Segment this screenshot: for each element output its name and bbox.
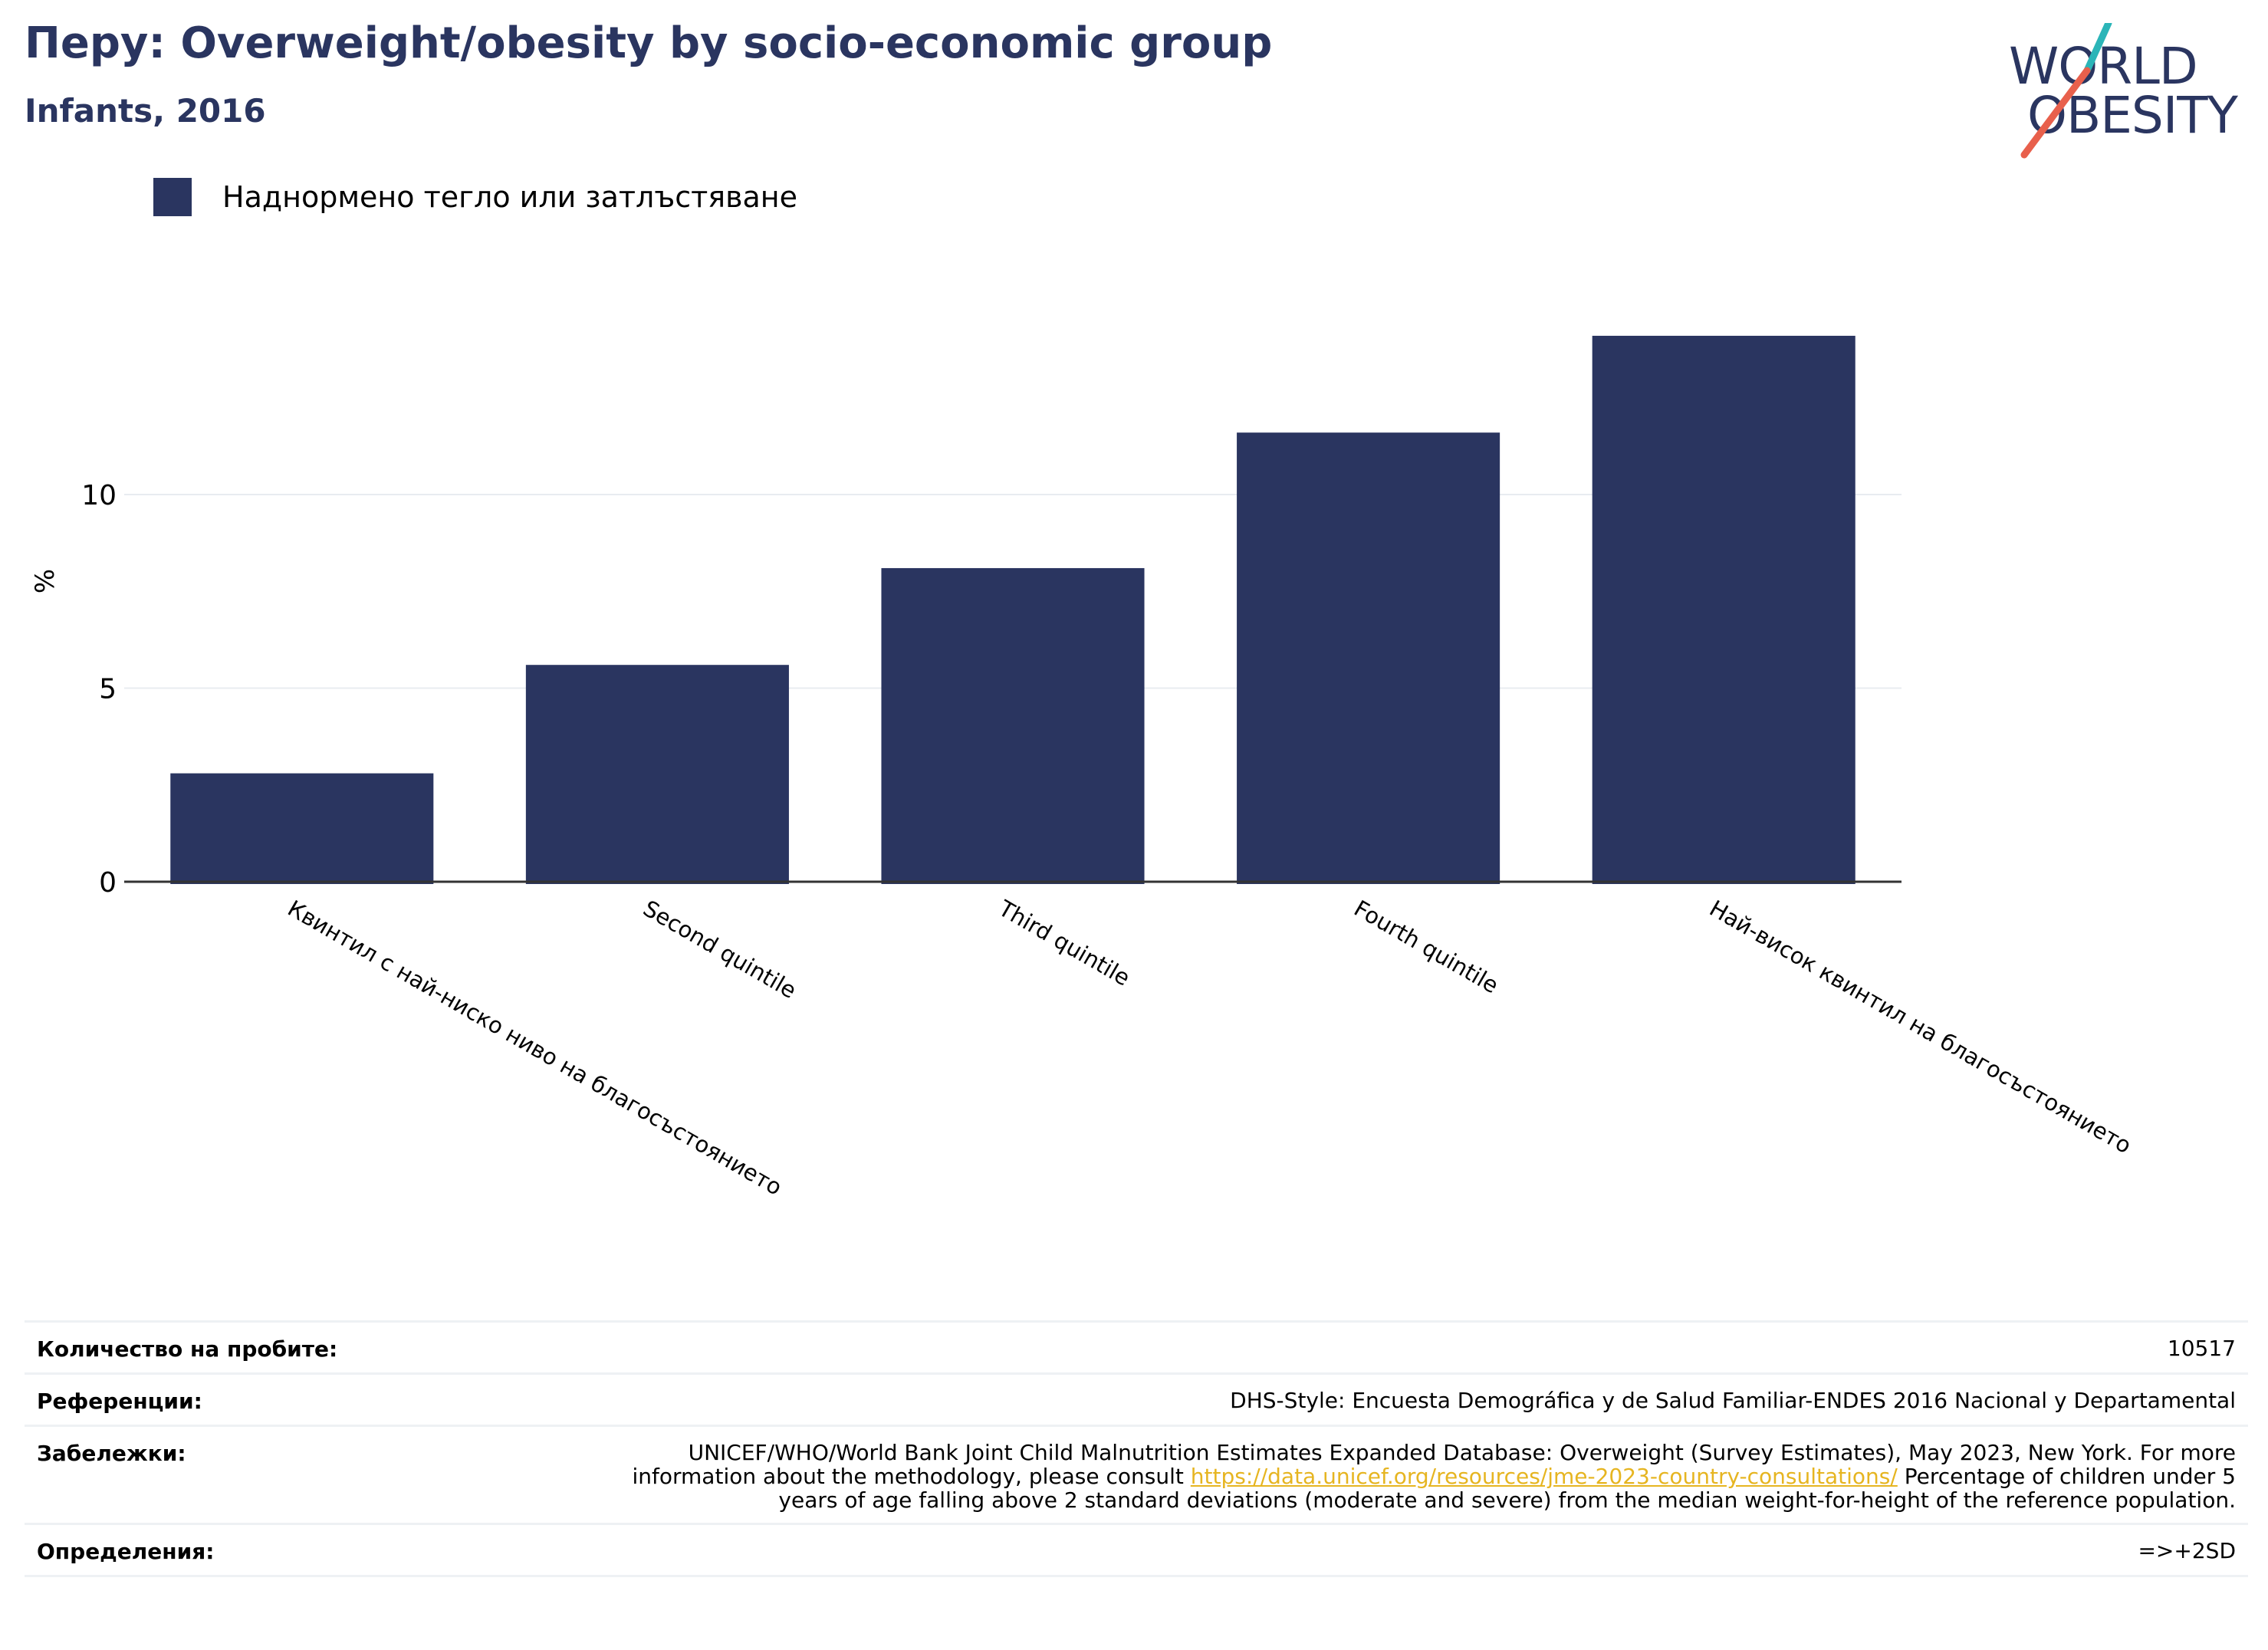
bar — [170, 773, 434, 884]
footer-key: Референции: — [37, 1389, 202, 1414]
chart-legend: Наднормено тегло или затлъстяване — [153, 178, 797, 216]
page-title: Перу: Overweight/obesity by socio-econom… — [25, 18, 1273, 68]
y-tick-label: 5 — [99, 674, 117, 705]
notes-text-after: Percentage of children under 5 years of … — [778, 1464, 2236, 1513]
x-tick-label: Най-висок квинтил на благосъстоянието — [1705, 895, 2136, 1159]
footer-value: 10517 — [2167, 1336, 2236, 1361]
x-tick-label: Second quintile — [639, 895, 800, 1004]
logo-slash-icon — [2020, 23, 2112, 159]
page-subtitle: Infants, 2016 — [25, 92, 266, 130]
footer-key: Количество на пробите: — [37, 1336, 338, 1362]
y-axis-label: % — [30, 569, 61, 593]
y-tick-label: 0 — [99, 867, 117, 899]
logo-line-1: WORLD — [2009, 37, 2198, 96]
footer-key: Определения: — [37, 1539, 215, 1564]
footer-table: Количество на пробите: 10517 Референции:… — [25, 1320, 2248, 1577]
bar — [525, 665, 789, 884]
footer-row-notes: Забележки: UNICEF/WHO/World Bank Joint C… — [25, 1425, 2248, 1523]
notes-text-before: UNICEF/WHO/World Bank Joint Child Malnut… — [632, 1440, 2237, 1489]
footer-key: Забележки: — [37, 1441, 186, 1466]
y-tick-label: 10 — [81, 480, 117, 511]
x-tick-label: Fourth quintile — [1349, 895, 1503, 998]
footer-value: UNICEF/WHO/World Bank Joint Child Malnut… — [580, 1440, 2237, 1513]
world-obesity-logo: WORLD OBESITY — [2009, 23, 2247, 161]
bar — [881, 567, 1145, 884]
footer-value: =>+2SD — [2138, 1538, 2236, 1563]
footer-row-sample-size: Количество на пробите: 10517 — [25, 1320, 2248, 1372]
bar — [1237, 432, 1500, 884]
footer-value: DHS-Style: Encuesta Demográfica y de Sal… — [1230, 1388, 2236, 1413]
footer-row-definitions: Определения: =>+2SD — [25, 1523, 2248, 1577]
legend-swatch — [153, 178, 192, 216]
bar — [1592, 335, 1855, 884]
legend-label: Наднормено тегло или затлъстяване — [222, 180, 797, 214]
x-tick-label: Third quintile — [994, 895, 1135, 991]
footer-row-references: Референции: DHS-Style: Encuesta Demográf… — [25, 1372, 2248, 1425]
methodology-link[interactable]: https://data.unicef.org/resources/jme-20… — [1190, 1464, 1898, 1489]
logo-line-2: OBESITY — [2027, 86, 2238, 145]
